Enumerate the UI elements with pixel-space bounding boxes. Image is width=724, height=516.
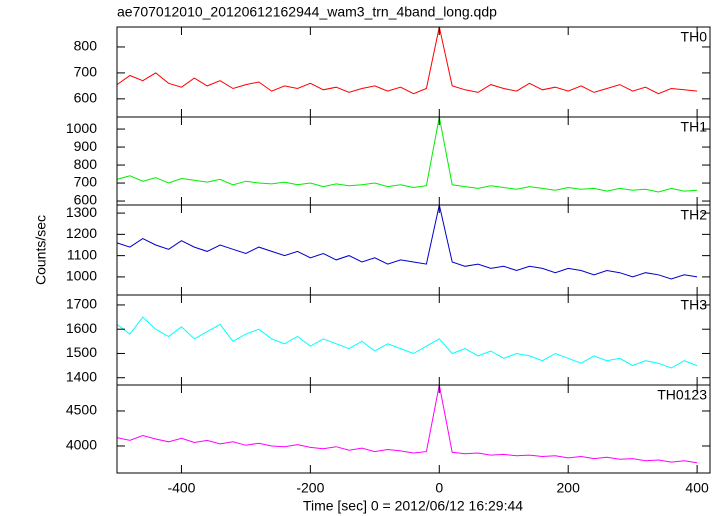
panel-frame — [116, 294, 711, 386]
x-tick-label: 200 — [557, 480, 581, 496]
y-tick-label: 1300 — [66, 204, 97, 220]
y-tick-label: 600 — [74, 90, 98, 106]
y-tick-label: 1200 — [66, 225, 97, 241]
y-tick-label: 4500 — [66, 402, 97, 418]
data-line — [116, 384, 698, 464]
chart-title: ae707012010_20120612162944_wam3_trn_4ban… — [117, 4, 497, 20]
panel-frame — [116, 384, 711, 474]
panel-label: TH1 — [681, 119, 708, 135]
panel-frame — [116, 26, 711, 118]
y-tick-label: 700 — [74, 174, 98, 190]
panel-frame — [116, 204, 711, 296]
data-line — [116, 26, 698, 95]
y-tick-label: 1400 — [66, 368, 97, 384]
panel-label: TH2 — [681, 207, 708, 223]
y-tick-label: 700 — [74, 64, 98, 80]
data-line — [116, 204, 698, 280]
y-tick-label: 800 — [74, 156, 98, 172]
y-tick-label: 4000 — [66, 437, 97, 453]
y-tick-label: 1700 — [66, 296, 97, 312]
x-tick-label: 400 — [685, 480, 709, 496]
y-tick-label: 1500 — [66, 344, 97, 360]
x-tick-label: 0 — [435, 480, 443, 496]
data-line — [116, 316, 698, 369]
y-tick-label: 1000 — [66, 120, 97, 136]
data-line — [116, 116, 698, 193]
x-axis-label: Time [sec] 0 = 2012/06/12 16:29:44 — [303, 498, 523, 514]
x-tick-label: -200 — [296, 480, 324, 496]
y-tick-label: 1000 — [66, 268, 97, 284]
y-tick-label: 1600 — [66, 320, 97, 336]
panel-label: TH3 — [681, 297, 708, 313]
panel-frame — [116, 116, 711, 206]
panel-label: TH0 — [681, 29, 708, 45]
y-tick-label: 600 — [74, 192, 98, 208]
y-tick-label: 900 — [74, 138, 98, 154]
x-tick-label: -400 — [167, 480, 195, 496]
panel-label: TH0123 — [657, 387, 707, 403]
y-axis-label: Counts/sec — [33, 215, 49, 285]
y-tick-label: 800 — [74, 38, 98, 54]
y-tick-label: 1100 — [67, 246, 97, 262]
